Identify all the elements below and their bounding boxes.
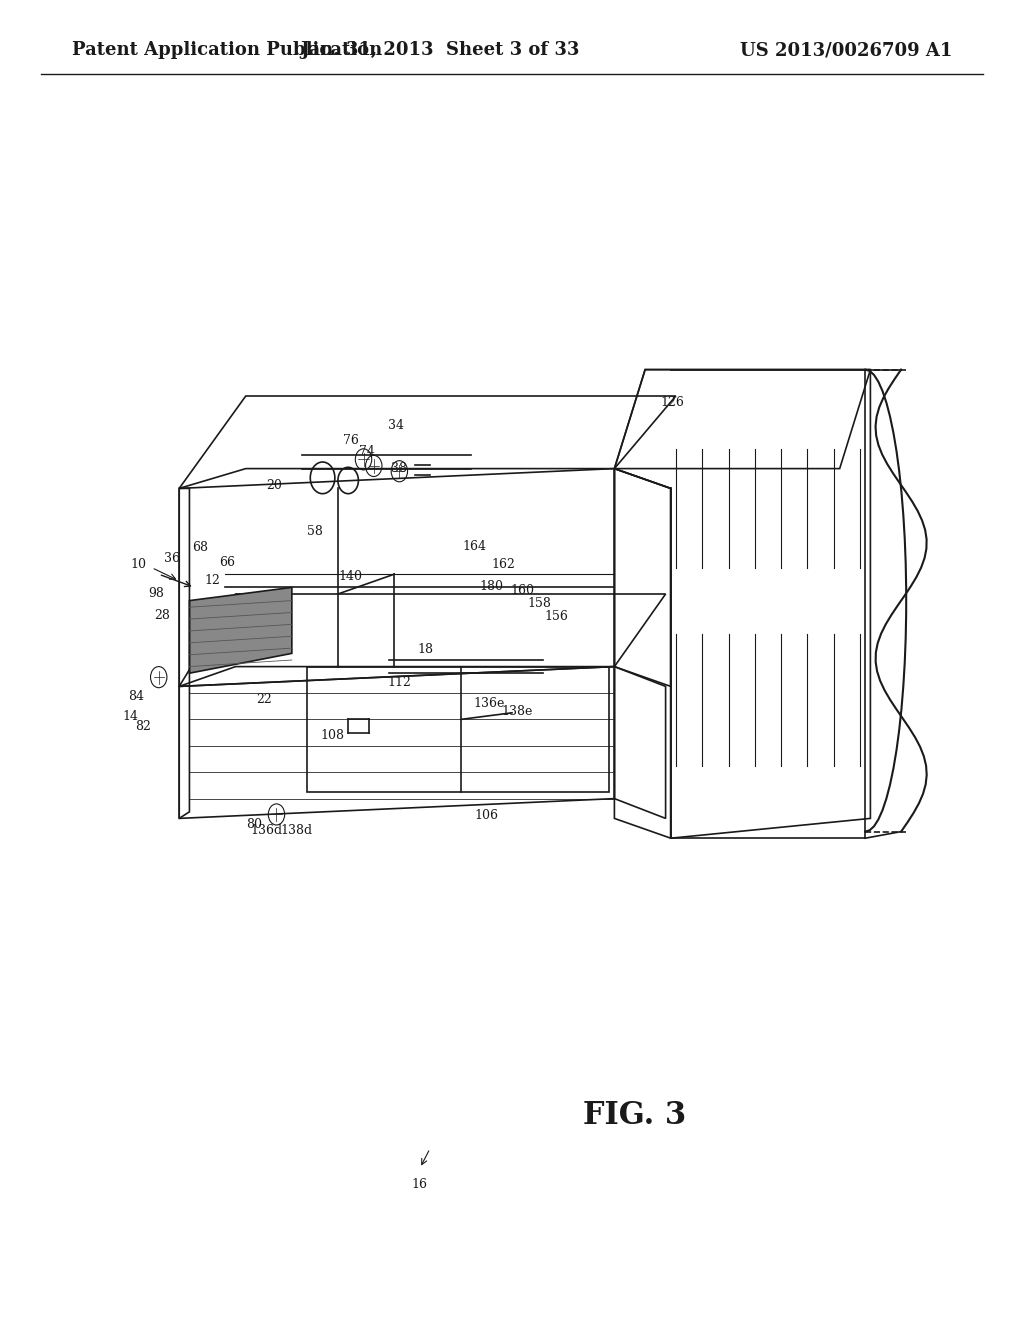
Text: 180: 180 (479, 579, 504, 593)
Text: 136e: 136e (474, 697, 505, 710)
Text: 76: 76 (343, 434, 359, 447)
Text: 138d: 138d (281, 824, 313, 837)
Text: 164: 164 (462, 540, 486, 553)
Text: FIG. 3: FIG. 3 (584, 1100, 686, 1131)
Text: 10: 10 (130, 558, 146, 572)
Text: 112: 112 (387, 676, 412, 689)
Text: 98: 98 (148, 587, 165, 601)
Text: 108: 108 (321, 729, 345, 742)
Text: 136d: 136d (250, 824, 283, 837)
Text: 82: 82 (135, 719, 152, 733)
Text: US 2013/0026709 A1: US 2013/0026709 A1 (740, 41, 952, 59)
Text: 158: 158 (527, 597, 552, 610)
Text: 160: 160 (510, 583, 535, 597)
Text: 140: 140 (338, 570, 362, 583)
Text: 28: 28 (154, 609, 170, 622)
Text: 156: 156 (544, 610, 568, 623)
Text: 68: 68 (191, 541, 208, 554)
Text: 16: 16 (412, 1177, 428, 1191)
Text: 74: 74 (358, 445, 375, 458)
Text: 162: 162 (492, 558, 516, 572)
Text: 138e: 138e (502, 705, 532, 718)
Text: 84: 84 (128, 690, 144, 704)
Text: 12: 12 (204, 574, 220, 587)
Text: 20: 20 (266, 479, 283, 492)
Text: 106: 106 (474, 809, 499, 822)
Text: Jan. 31, 2013  Sheet 3 of 33: Jan. 31, 2013 Sheet 3 of 33 (301, 41, 580, 59)
Polygon shape (189, 587, 292, 673)
Text: 80: 80 (246, 818, 262, 832)
Text: 38: 38 (391, 462, 408, 475)
Text: 36: 36 (164, 552, 180, 565)
Text: 66: 66 (219, 556, 236, 569)
Text: 18: 18 (417, 643, 433, 656)
Text: 34: 34 (388, 418, 404, 432)
Text: 14: 14 (122, 710, 138, 723)
Text: 58: 58 (307, 525, 324, 539)
Text: 22: 22 (256, 693, 272, 706)
Text: 126: 126 (660, 396, 685, 409)
Text: Patent Application Publication: Patent Application Publication (72, 41, 382, 59)
